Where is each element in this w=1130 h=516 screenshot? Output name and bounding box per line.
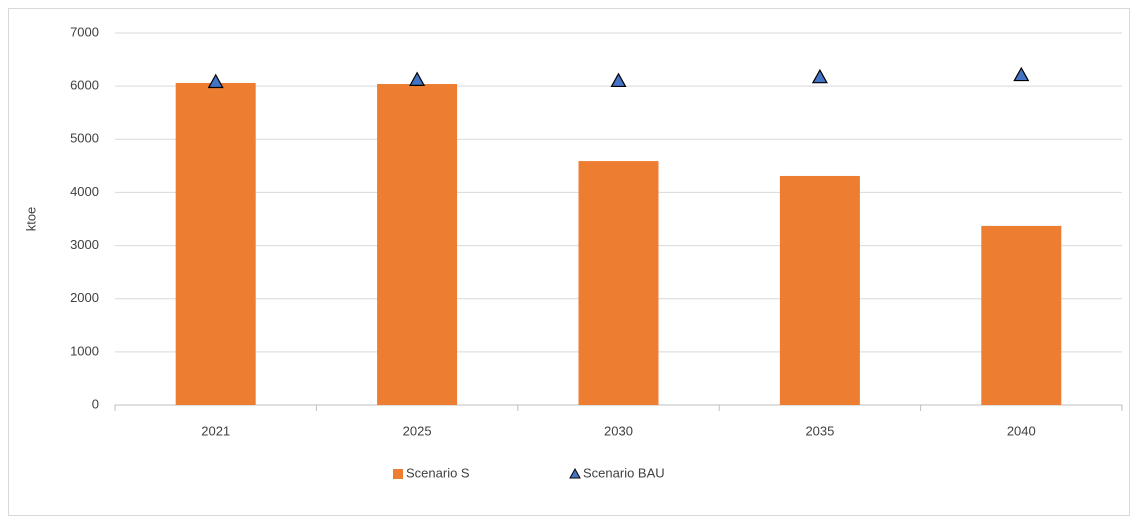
y-tick-label: 2000 (70, 290, 99, 305)
y-tick-label: 4000 (70, 184, 99, 199)
marker (811, 68, 828, 84)
legend-label: Scenario S (406, 465, 470, 480)
legend-symbol (569, 467, 581, 479)
marker (610, 72, 627, 88)
marker (1013, 66, 1030, 82)
y-tick-label: 7000 (70, 24, 99, 39)
y-tick-label: 1000 (70, 343, 99, 358)
x-tick-label: 2025 (403, 423, 432, 438)
x-tick-label: 2030 (604, 423, 633, 438)
y-tick-label: 5000 (70, 131, 99, 146)
x-tick-label: 2021 (201, 423, 230, 438)
y-tick-label: 6000 (70, 78, 99, 93)
bar (779, 175, 860, 405)
y-tick-label: 3000 (70, 237, 99, 252)
x-tick-label: 2035 (805, 423, 834, 438)
y-tick-label: 0 (92, 396, 99, 411)
marker (207, 73, 224, 89)
bar (578, 161, 659, 405)
x-tick-label: 2040 (1007, 423, 1036, 438)
bar (981, 225, 1062, 405)
legend-label: Scenario BAU (583, 465, 665, 480)
marker (409, 71, 426, 86)
bar (377, 84, 458, 405)
legend-symbol (393, 469, 403, 479)
y-axis-label: ktoe (23, 207, 38, 232)
bar (175, 82, 256, 405)
